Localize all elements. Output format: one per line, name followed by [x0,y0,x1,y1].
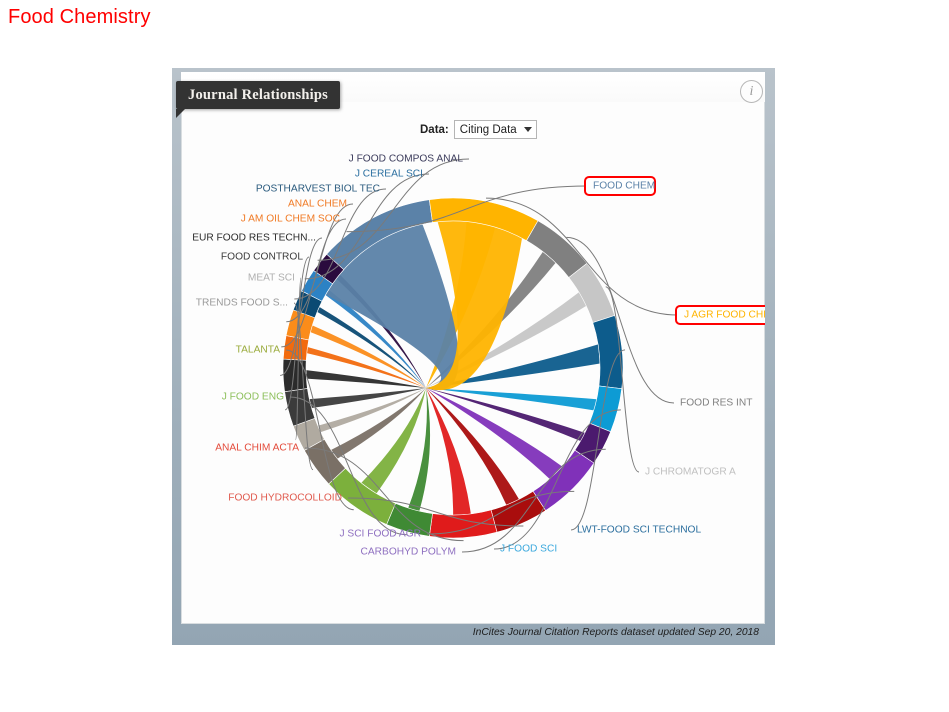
journal-relationships-widget: Journal Relationships i Data: Citing Dat… [172,68,775,645]
widget-title-tooltip-tail [176,109,185,118]
chord-ribbon-major [426,221,523,391]
page-title: Food Chemistry [8,6,151,28]
chord-ribbon [426,388,563,479]
widget-title-tooltip: Journal Relationships [176,81,340,109]
chord-label[interactable]: EUR FOOD RES TECHN... [192,233,316,244]
chord-leader-line [304,447,464,542]
chord-ribbon [309,388,426,409]
widget-title-text: Journal Relationships [188,86,328,103]
highlighted-label-box[interactable] [584,176,656,196]
chord-ribbon [426,388,471,515]
chord-leader-line [461,448,606,553]
chord-leader-line [304,173,430,280]
data-selector-label: Data: [420,123,449,136]
info-icon[interactable]: i [740,80,763,103]
chord-label[interactable]: ANAL CHEM [288,199,347,210]
chord-ribbon [306,347,426,388]
chord-leader-line [289,396,407,536]
chord-label[interactable]: FOOD CHEM [593,181,655,192]
chord-ribbon [426,388,597,411]
chord-leader-line [317,158,470,261]
chord-label[interactable]: FOOD HYDROCOLLOID [228,493,342,504]
chord-label[interactable]: TRENDS FOOD S... [196,298,288,309]
chord-ribbon [317,388,426,433]
highlighted-label-box[interactable] [675,305,765,325]
chord-ribbon [330,388,426,459]
chord-leader-line [284,256,310,411]
chord-leader-line [281,218,347,348]
chord-leader-line [347,497,524,527]
chord-label[interactable]: J AM OIL CHEM SOC [241,214,340,225]
data-selector-row: Data: Citing Data [420,120,537,139]
chord-segment[interactable] [568,262,616,323]
chord-label[interactable]: J CEREAL SCI [355,169,423,180]
chord-leader-line [346,185,588,233]
chord-labels-group: J FOOD COMPOS ANAL J CEREAL SCI POSTHARVES… [192,154,765,558]
chord-label[interactable]: FOOD RES INT [680,398,752,409]
chord-leader-line [286,203,354,323]
chord-label[interactable]: J SCI FOOD AGR [339,529,421,540]
chord-ribbon [426,388,520,505]
chord-ribbon [361,388,426,494]
chord-label[interactable]: FOOD CONTROL [221,252,303,263]
chord-leader-line [570,349,626,531]
chord-label[interactable]: J FOOD ENG [222,392,284,403]
chord-ribbon [317,306,426,388]
data-dropdown-value: Citing Data [459,123,517,136]
chord-label[interactable]: POSTHARVEST BIOL TEC [256,184,380,195]
chord-ribbon-major [325,224,459,390]
chord-ribbon [310,325,426,388]
chevron-down-icon [523,127,532,132]
chord-label[interactable]: MEAT SCI [248,273,295,284]
chord-leader-line [486,197,679,316]
chord-label[interactable]: ANAL CHIM ACTA [215,443,299,454]
chord-leader-lines-group [280,158,679,553]
chord-leader-line [566,236,675,404]
chord-ribbon [426,344,600,388]
data-dropdown[interactable]: Citing Data [453,120,537,139]
chord-label[interactable]: CARBOHYD POLYM [361,547,456,558]
chord-leader-line [294,188,387,300]
widget-footer: InCites Journal Citation Reports dataset… [181,624,765,641]
chord-label[interactable]: TALANTA [236,345,281,356]
chord-ribbon [426,251,556,388]
chord-leader-line [293,302,314,471]
chord-leader-line [493,409,621,550]
chord-ribbon [306,370,426,388]
footer-note: InCites Journal Citation Reports dataset… [472,627,759,638]
chord-label[interactable]: J AGR FOOD CHEM [684,310,765,321]
chord-ribbon [426,388,585,442]
chord-ribbon [426,292,587,388]
chord-leader-line [280,237,323,377]
chord-leader-line [285,349,354,511]
chord-label[interactable]: LWT-FOOD SCI TECHNOL [577,525,701,536]
chord-ribbon [408,388,431,512]
chord-label[interactable]: J FOOD COMPOS ANAL [349,154,464,165]
chord-label[interactable]: J CHROMATOGR A [645,467,736,478]
chord-label[interactable]: J FOOD SCI [500,544,557,555]
chord-ribbons-group [306,221,600,515]
chord-leader-line [605,286,640,473]
chord-diagram[interactable]: J FOOD COMPOS ANAL J CEREAL SCI POSTHARVES… [181,72,765,624]
